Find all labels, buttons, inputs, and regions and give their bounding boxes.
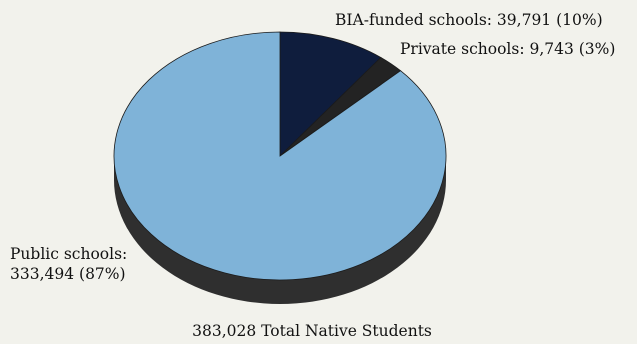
slice-public: [113, 31, 447, 281]
slice-bia: [279, 31, 382, 157]
slice-label-public-line1: Public schools:: [10, 245, 127, 263]
slice-label-private: Private schools: 9,743 (3%): [400, 40, 615, 58]
pie-side: [114, 156, 446, 304]
pie-layer: [113, 31, 447, 304]
chart-caption: 383,028 Total Native Students: [192, 322, 432, 340]
slice-label-public-line2: 333,494 (87%): [10, 265, 126, 283]
slice-label-bia: BIA-funded schools: 39,791 (10%): [335, 11, 603, 29]
